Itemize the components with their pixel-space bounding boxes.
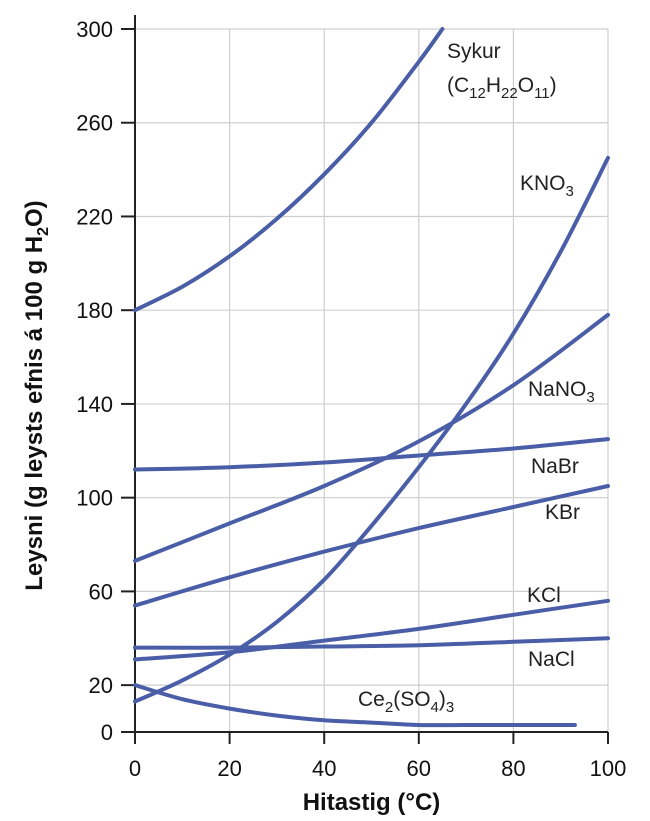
series-line-nano3 bbox=[133, 312, 610, 563]
x-tick-label-20: 20 bbox=[217, 756, 241, 781]
x-tick-label-40: 40 bbox=[312, 756, 336, 781]
x-tick-label-0: 0 bbox=[129, 756, 141, 781]
x-tick-label-100: 100 bbox=[590, 756, 627, 781]
y-tick-label-140: 140 bbox=[76, 392, 113, 417]
series-label-nano3: NaNO3 bbox=[528, 378, 595, 406]
series-curves bbox=[133, 27, 610, 728]
series-label-nabr: NaBr bbox=[531, 455, 579, 478]
series-label-kbr: KBr bbox=[545, 501, 580, 524]
series-label-nacl: NaCl bbox=[528, 648, 575, 671]
x-tick-label-60: 60 bbox=[407, 756, 431, 781]
series-line-sykur-c12h22o11 bbox=[133, 27, 445, 313]
series-labels: Sykur (C12H22O11) KNO3 NaNO3 NaBr KBr KCl NaCl C… bbox=[358, 40, 595, 716]
series-label-ce2-so4-3: Ce2(SO4)3 bbox=[358, 688, 454, 716]
series-label-kcl: KCl bbox=[527, 584, 561, 607]
y-tick-label-20: 20 bbox=[89, 673, 113, 698]
x-axis-title: Hitastig (°C) bbox=[303, 789, 441, 816]
x-tick-label-80: 80 bbox=[501, 756, 525, 781]
series-line-nabr bbox=[133, 437, 610, 472]
series-label-sykur-c12h22o11-formula: (C12H22O11) bbox=[447, 74, 557, 102]
series-label-kno3: KNO3 bbox=[520, 172, 574, 200]
y-tick-label-180: 180 bbox=[76, 298, 113, 323]
y-tick-label-260: 260 bbox=[76, 111, 113, 136]
y-tick-label-0: 0 bbox=[101, 720, 113, 745]
grid bbox=[135, 28, 609, 732]
y-axis-title: Leysni (g leysts efnis á 100 g H2O) bbox=[21, 200, 52, 590]
y-tick-label-220: 220 bbox=[76, 204, 113, 229]
series-line-ce2-so4-3 bbox=[133, 683, 577, 728]
series-line-kbr bbox=[133, 484, 610, 608]
y-tick-label-100: 100 bbox=[76, 486, 113, 511]
series-line-nacl bbox=[133, 636, 610, 650]
series-label-sykur-c12h22o11: Sykur bbox=[447, 40, 501, 63]
y-tick-label-60: 60 bbox=[89, 579, 113, 604]
series-line-kcl bbox=[133, 598, 610, 662]
axes: 0 20 60 100 140 180 220 260 300 0 20 40 60 80 100 bbox=[76, 15, 626, 781]
y-tick-label-300: 300 bbox=[76, 17, 113, 42]
series-line-kno3 bbox=[133, 155, 610, 704]
